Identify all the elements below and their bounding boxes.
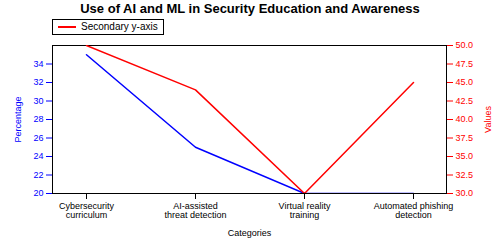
svg-text:Categories: Categories (228, 228, 272, 238)
svg-text:45.0: 45.0 (456, 77, 474, 87)
svg-text:35.0: 35.0 (456, 151, 474, 161)
svg-text:AI-assistedthreat detection: AI-assistedthreat detection (164, 201, 226, 220)
svg-text:28: 28 (33, 114, 43, 124)
svg-text:32: 32 (33, 77, 43, 87)
svg-text:26: 26 (33, 133, 43, 143)
svg-text:24: 24 (33, 151, 43, 161)
html-text:Use of AI and ML in Security E: Use of AI and ML in Security Education a… (80, 1, 420, 16)
svg-text:32.5: 32.5 (456, 170, 474, 180)
svg-text:37.5: 37.5 (456, 133, 474, 143)
svg-text:22: 22 (33, 170, 43, 180)
svg-text:40.0: 40.0 (456, 114, 474, 124)
html-text:Secondary y-axis: Secondary y-axis (81, 21, 158, 32)
svg-text:Percentage: Percentage (13, 96, 23, 142)
svg-text:Virtual realitytraining: Virtual realitytraining (279, 201, 331, 220)
svg-text:47.5: 47.5 (456, 59, 474, 69)
svg-text:50.0: 50.0 (456, 40, 474, 50)
svg-text:34: 34 (33, 59, 43, 69)
svg-text:Values: Values (483, 106, 493, 133)
svg-text:30: 30 (33, 96, 43, 106)
svg-text:42.5: 42.5 (456, 96, 474, 106)
svg-text:Cybersecuritycurriculum: Cybersecuritycurriculum (59, 201, 115, 220)
svg-text:20: 20 (33, 188, 43, 198)
svg-text:Automated phishingdetection: Automated phishingdetection (374, 201, 454, 220)
svg-text:30.0: 30.0 (456, 188, 474, 198)
